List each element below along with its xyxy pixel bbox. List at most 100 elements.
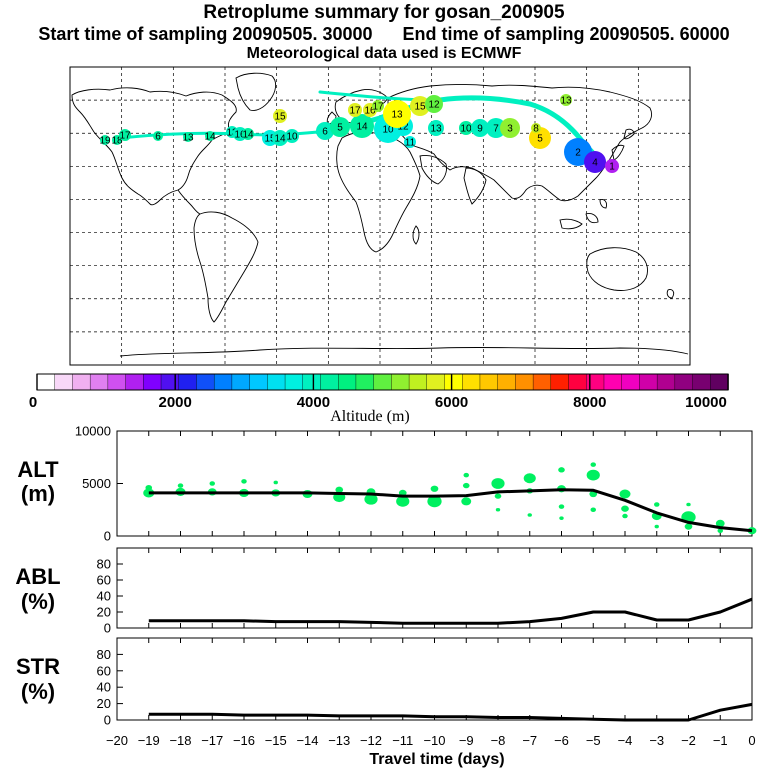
colorbar-swatch (515, 373, 534, 391)
colorbar-tick-label: 2000 (159, 394, 192, 411)
x-tick-label: −14 (296, 733, 318, 748)
colorbar-swatch (107, 373, 127, 391)
colorbar-swatch (550, 373, 570, 391)
x-tick-label: −5 (586, 733, 601, 748)
plume-cluster-label: 17 (119, 131, 131, 142)
colorbar-swatch (36, 373, 56, 391)
plume-cluster-label: 6 (155, 132, 161, 143)
plume-cluster-label: 16 (234, 130, 246, 141)
plume-cluster-circle (383, 100, 411, 128)
scatter-point (654, 502, 660, 507)
plume-cluster-circle (584, 151, 606, 173)
plume-cluster-circle (153, 131, 163, 141)
plume-cluster-label: 4 (592, 158, 598, 169)
x-tick-label: −19 (138, 733, 160, 748)
colorbar-swatch (621, 373, 641, 391)
colorbar-swatch (479, 373, 499, 391)
scatter-point (590, 507, 596, 512)
plume-cluster-circle (205, 131, 215, 141)
colorbar-swatch (89, 373, 109, 391)
met-data-label: Meteorological data used is ECMWF (246, 45, 522, 62)
plume-cluster-circle (285, 129, 299, 143)
y-tick-label: 5000 (82, 476, 111, 491)
colorbar-swatch (462, 373, 481, 391)
y-tick-label: 80 (97, 647, 111, 662)
x-tick-label: −20 (106, 733, 128, 748)
panel-alt: ALT(m) 0 5000 10000 (17, 424, 757, 544)
panel-label: ABL (15, 564, 60, 589)
sampling-times: Start time of sampling 20090505. 30000 En… (0, 24, 768, 45)
colorbar-swatch (320, 373, 339, 391)
colorbar-swatch (302, 373, 322, 391)
plume-cluster-label: 8 (533, 124, 539, 135)
x-tick-label: −2 (681, 733, 696, 748)
colorbar-swatch (196, 373, 215, 391)
y-tick-label: 0 (104, 713, 111, 728)
panel-label: ALT (17, 457, 59, 482)
plume-cluster-label: 6 (322, 127, 328, 138)
panel-unit: (%) (21, 679, 55, 704)
plume-cluster-circle (348, 103, 362, 117)
plume-cluster-label: 14 (356, 122, 368, 133)
colorbar-swatch (213, 373, 233, 391)
plume-cluster-label: 15 (274, 112, 286, 123)
x-tick-label: −12 (360, 733, 382, 748)
x-tick-label: −15 (265, 733, 287, 748)
panel-frame (116, 637, 753, 721)
colorbar-swatch (391, 373, 410, 391)
plume-cluster-circle (272, 130, 288, 146)
scatter-point (462, 482, 470, 489)
x-tick-label: 0 (748, 733, 755, 748)
scatter-point (430, 485, 439, 492)
end-time-label: End time of sampling 20090505. 60000 (402, 24, 730, 44)
colorbar-swatch (568, 373, 587, 391)
panel-unit: (m) (21, 481, 55, 506)
plume-cluster-label: 14 (242, 130, 254, 141)
plume-cluster-label: 17 (349, 106, 361, 117)
scatter-point (494, 493, 502, 499)
y-tick-label: 20 (97, 696, 111, 711)
colorbar-swatch (444, 373, 463, 391)
plume-cluster-label: 3 (507, 124, 513, 135)
scatter-point (590, 462, 596, 467)
x-tick-label: −13 (328, 733, 350, 748)
colorbar-tick-label: 10000 (685, 394, 727, 411)
plume-cluster-circle (425, 95, 443, 113)
scatter-point (364, 493, 378, 505)
colorbar-swatch (72, 373, 91, 391)
scatter-point (558, 467, 565, 473)
colorbar-swatch (178, 373, 198, 391)
plume-cluster-circle (486, 118, 506, 138)
altitude-colorbar: 0 2000 4000 6000 8000 10000 Altitude (m) (29, 373, 729, 425)
plume-cluster-label: 10 (382, 125, 394, 136)
scatter-point (241, 479, 247, 484)
plume-cluster-circle (500, 118, 520, 138)
colorbar-swatch (426, 373, 446, 391)
colorbar-swatch (338, 373, 357, 391)
colorbar-swatch (231, 373, 251, 391)
colorbar-swatch (710, 373, 729, 391)
plume-cluster-circle (316, 122, 334, 140)
colorbar-swatch (674, 373, 694, 391)
scatter-point (622, 513, 628, 519)
colorbar-title: Altitude (m) (330, 408, 410, 425)
plume-cluster-circle (273, 109, 287, 123)
panel-unit: (%) (21, 589, 55, 614)
scatter-point (586, 469, 600, 481)
plume-cluster-label: 10 (460, 124, 472, 135)
plume-cluster-circle (372, 100, 384, 112)
colorbar-tick-label: 8000 (573, 394, 606, 411)
plume-cluster-label: 5 (537, 134, 543, 145)
scatter-point (396, 495, 410, 507)
plume-cluster-label: 5 (337, 123, 343, 134)
plume-cluster-circle (560, 94, 572, 106)
colorbar-swatch (160, 373, 180, 391)
plume-cluster-label: 15 (414, 102, 426, 113)
scatter-point (558, 504, 565, 509)
plume-cluster-label: 10 (286, 132, 298, 143)
